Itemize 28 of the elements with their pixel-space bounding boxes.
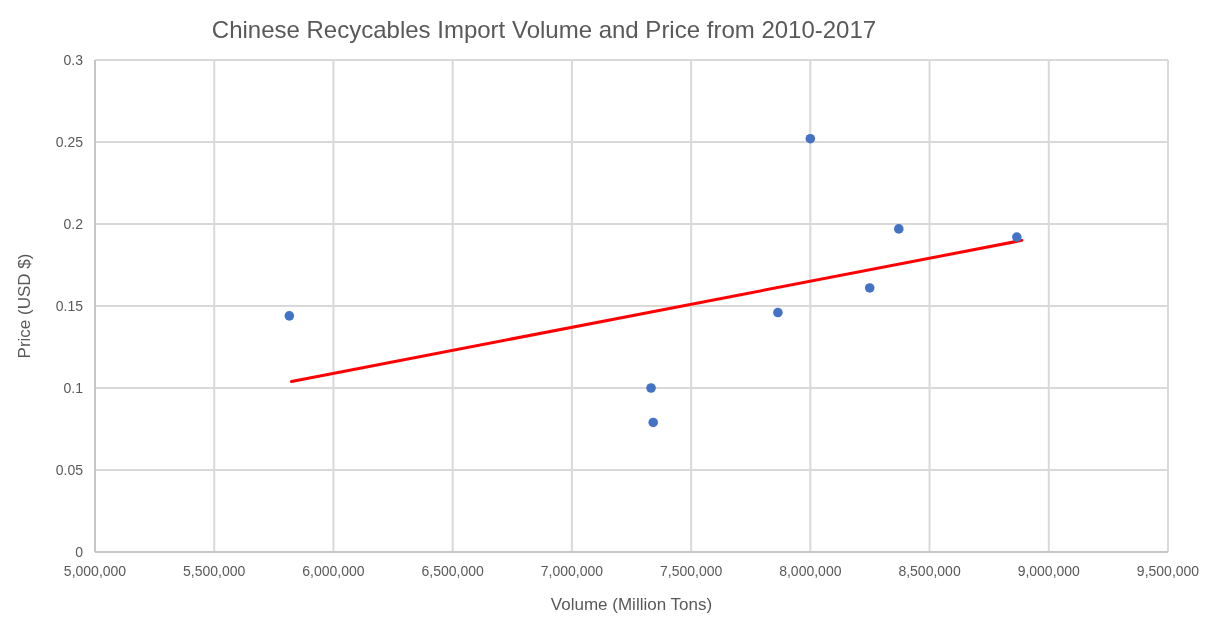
y-axis-title: Price (USD $) (15, 253, 34, 359)
y-tick-label: 0 (75, 544, 84, 560)
x-tick-label: 5,000,000 (63, 563, 127, 579)
y-tick-label: 0.15 (55, 298, 84, 314)
y-tick-label: 0.2 (63, 216, 84, 232)
y-tick-label: 0.25 (55, 134, 84, 150)
y-tick-label: 0.05 (55, 462, 84, 478)
x-tick-label: 9,000,000 (1017, 563, 1081, 579)
point (864, 283, 875, 293)
x-tick-label: 9,500,000 (1136, 563, 1200, 579)
y-tick-label: 0.3 (63, 52, 84, 68)
point (284, 311, 295, 321)
point (805, 133, 816, 144)
x-tick-label: 8,500,000 (898, 563, 961, 579)
point (648, 417, 658, 428)
x-tick-label: 8,000,000 (779, 563, 842, 579)
point (1012, 232, 1022, 242)
x-tick-label: 6,500,000 (421, 563, 485, 579)
point (773, 307, 783, 318)
x-tick-label: 6,000,000 (302, 563, 365, 579)
point (646, 383, 656, 393)
chart-title: Chinese Recycables Import Volume and Price from 2010-2017 (211, 16, 877, 43)
x-tick-label: 7,500,000 (659, 563, 723, 579)
x-axis-title: Volume (Million Tons) (550, 595, 713, 614)
y-tick-label: 0.1 (63, 380, 84, 396)
point (894, 224, 904, 234)
x-tick-label: 5,500,000 (183, 563, 246, 579)
x-tick-label: 7,000,000 (540, 563, 604, 579)
